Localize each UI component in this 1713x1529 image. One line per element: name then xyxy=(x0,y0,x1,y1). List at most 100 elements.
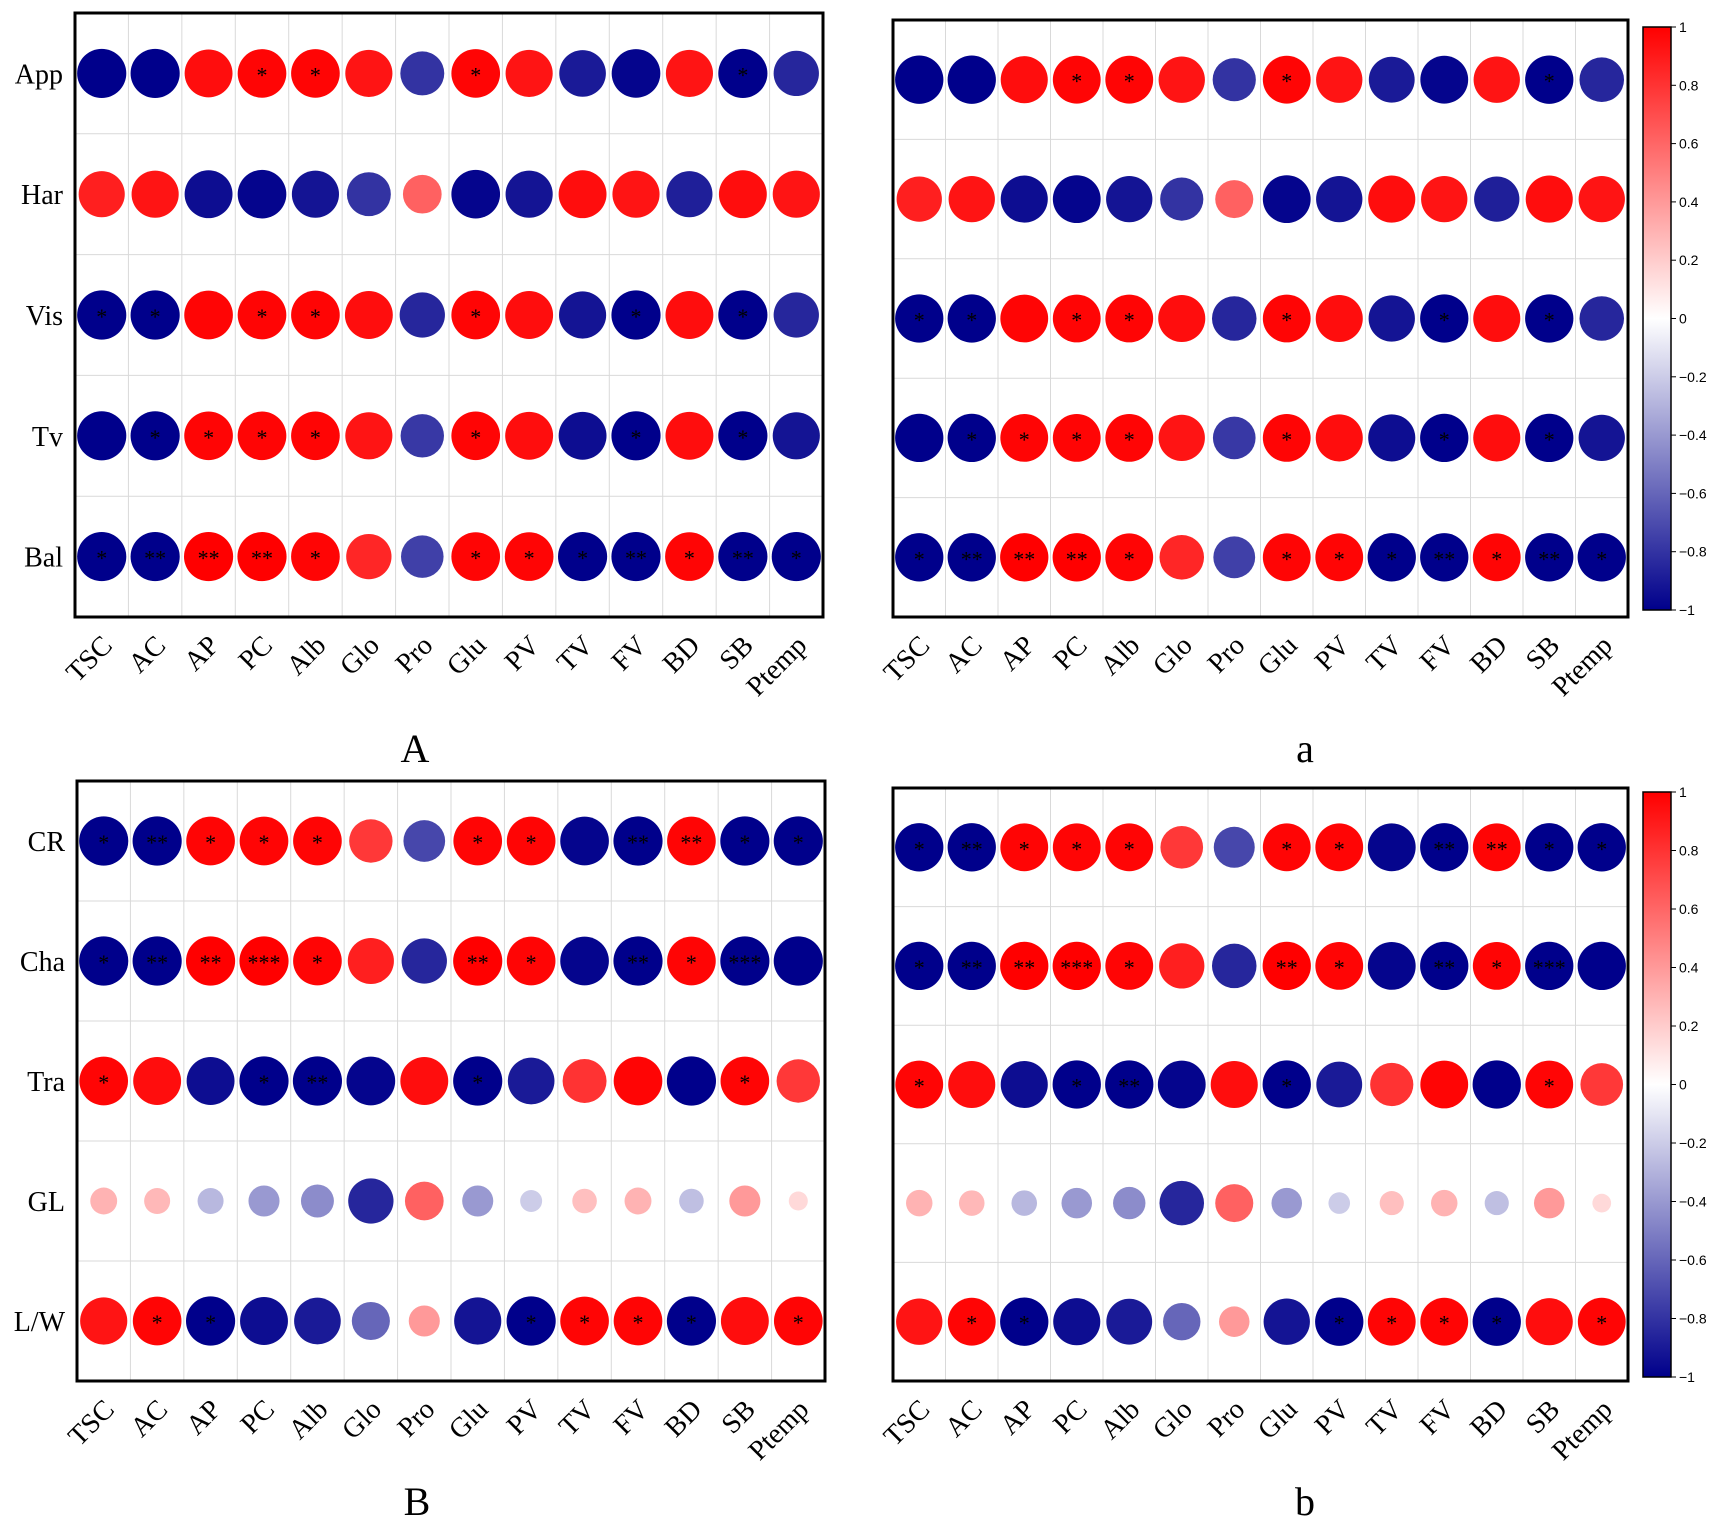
correlation-circle xyxy=(1000,1060,1048,1109)
correlation-circle xyxy=(1367,533,1416,582)
row-label: Tra xyxy=(27,1067,65,1098)
correlation-circle xyxy=(78,171,125,218)
significance-label: * xyxy=(737,304,748,329)
colorbar-tick-label: 0.4 xyxy=(1679,194,1699,210)
correlation-circle xyxy=(1000,175,1048,223)
colorbar-tick-label: −0.8 xyxy=(1679,1311,1707,1327)
correlation-circle xyxy=(401,535,444,578)
correlation-circle xyxy=(130,290,180,340)
column-label: FV xyxy=(1414,1394,1461,1441)
correlation-circle xyxy=(1000,823,1049,872)
correlation-circle xyxy=(1525,533,1574,582)
correlation-circle xyxy=(1215,180,1254,219)
column-label: PC xyxy=(1048,630,1094,676)
correlation-circle xyxy=(291,411,340,461)
correlation-circle xyxy=(1159,943,1205,989)
correlation-circle xyxy=(1368,175,1416,223)
significance-label: * xyxy=(1124,955,1135,980)
correlation-circle xyxy=(718,532,768,582)
column-label: Alb xyxy=(1095,630,1147,682)
correlation-circle xyxy=(665,411,714,460)
correlation-circle xyxy=(77,411,127,461)
significance-label: * xyxy=(1544,427,1555,452)
correlation-circle xyxy=(239,816,289,866)
significance-label: * xyxy=(259,830,270,855)
correlation-circle xyxy=(947,413,996,463)
correlation-circle xyxy=(666,1296,717,1346)
significance-label: * xyxy=(914,955,925,980)
correlation-circle xyxy=(451,411,501,461)
correlation-circle xyxy=(454,1297,502,1345)
colorbar-tick-label: −0.6 xyxy=(1679,1252,1707,1268)
significance-label: * xyxy=(1334,546,1345,571)
significance-label: * xyxy=(1439,308,1450,333)
correlation-circle xyxy=(895,823,944,872)
significance-label: * xyxy=(472,1070,483,1095)
correlation-circle xyxy=(613,816,663,866)
correlation-circle xyxy=(1328,1192,1351,1214)
significance-label: * xyxy=(1334,1311,1345,1336)
column-label: BD xyxy=(1464,630,1513,679)
significance-label: * xyxy=(1019,1311,1030,1336)
significance-label: * xyxy=(152,1310,163,1335)
significance-label: ** xyxy=(961,955,983,980)
correlation-circle xyxy=(1158,414,1205,462)
correlation-circle xyxy=(1211,943,1257,989)
correlation-circle xyxy=(507,1057,555,1105)
correlation-circle xyxy=(1316,56,1363,103)
correlation-circle xyxy=(144,1187,171,1215)
panel-a-correlation-heatmap: * * * ** * * * * * ** * * * * * ** ** ** ** * * * * ** * ** *TSC AC… xyxy=(878,18,1707,771)
correlation-circle xyxy=(1316,175,1363,223)
panel-label: a xyxy=(1296,726,1314,771)
colorbar-tick-label: −0.8 xyxy=(1679,544,1707,560)
column-label: FV xyxy=(1414,630,1461,677)
row-label: Bal xyxy=(24,543,63,574)
correlation-circle xyxy=(400,414,444,458)
column-label: BD xyxy=(657,630,706,679)
correlation-circle xyxy=(237,49,287,98)
correlation-circle xyxy=(1262,823,1311,872)
correlation-circle xyxy=(1262,941,1311,991)
column-label: PC xyxy=(235,1394,281,1440)
correlation-circle xyxy=(400,51,445,96)
significance-label: ** xyxy=(306,1070,328,1095)
significance-label: ** xyxy=(200,950,222,975)
column-label: TSC xyxy=(62,1394,120,1452)
colorbar-tick-label: 0 xyxy=(1679,1077,1687,1093)
correlation-circle xyxy=(1420,1297,1469,1346)
significance-label: * xyxy=(1439,1311,1450,1336)
correlation-circle xyxy=(1000,413,1049,462)
significance-label: * xyxy=(633,1310,644,1335)
significance-label: * xyxy=(150,425,161,450)
correlation-circle xyxy=(1368,295,1415,342)
column-label: Pro xyxy=(392,1394,441,1443)
column-label: Pro xyxy=(1202,630,1251,679)
correlation-circle xyxy=(1212,58,1256,102)
correlation-circle xyxy=(399,292,445,338)
correlation-circle xyxy=(1472,823,1521,872)
correlation-circle xyxy=(1211,296,1257,341)
significance-label: * xyxy=(737,62,748,87)
correlation-circle xyxy=(1158,56,1205,103)
correlation-circle xyxy=(665,532,714,581)
significance-label: * xyxy=(96,304,107,329)
correlation-circle xyxy=(1473,294,1521,343)
correlation-circle xyxy=(453,936,503,986)
panel-A-correlation-heatmap: * * * ** * * * * * ** * * * * * ** ** ** ** * * * * ** * ** *AppHa… xyxy=(15,11,825,771)
correlation-circle xyxy=(1213,826,1255,868)
correlation-circle xyxy=(505,291,554,339)
significance-label: * xyxy=(631,304,642,329)
significance-label: ** xyxy=(467,950,489,975)
significance-label: * xyxy=(966,1311,977,1336)
significance-label: * xyxy=(1491,955,1502,980)
correlation-circle xyxy=(1420,823,1469,872)
significance-label: * xyxy=(1071,69,1082,94)
correlation-circle xyxy=(1105,823,1154,872)
significance-label: * xyxy=(1544,836,1555,861)
correlation-circle xyxy=(520,1190,543,1212)
column-label: Glu xyxy=(441,630,493,682)
correlation-circle xyxy=(403,820,446,862)
correlation-circle xyxy=(667,816,716,866)
significance-label: * xyxy=(1124,836,1135,861)
correlation-circle xyxy=(895,413,944,463)
